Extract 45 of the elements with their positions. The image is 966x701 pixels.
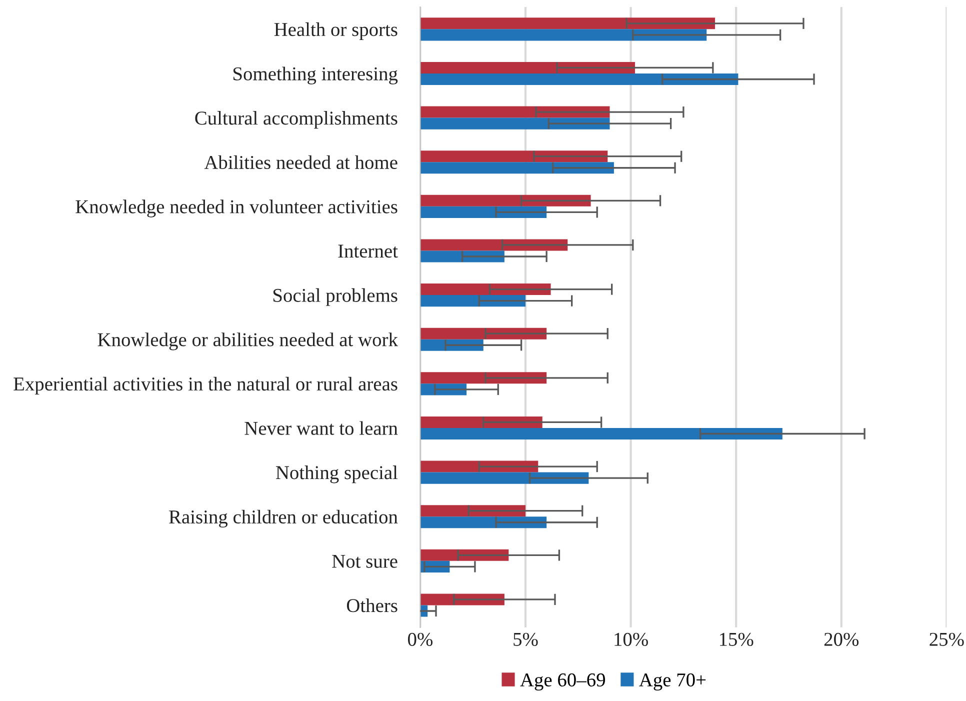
y-tick-label: Internet — [338, 244, 398, 258]
bar — [420, 194, 591, 206]
bar — [420, 62, 636, 74]
bar — [420, 206, 547, 218]
x-tick-label: 20% — [824, 632, 859, 646]
x-tick-label: 0% — [408, 632, 433, 646]
y-tick-label: Cultural accomplishments — [195, 111, 398, 129]
y-tick-label: Knowledge needed in volunteer activities — [76, 200, 398, 218]
bar — [420, 328, 547, 340]
bar — [420, 549, 509, 561]
x-tick-label: 10% — [614, 632, 648, 646]
bar — [420, 73, 738, 85]
y-tick-label: Not sure — [332, 554, 398, 568]
y-tick-label: Others — [346, 598, 398, 612]
bar — [420, 372, 547, 384]
y-tick-label: Knowledge or abilities needed at work — [98, 332, 398, 350]
x-tick-label: 25% — [930, 632, 964, 646]
bar — [420, 428, 782, 440]
bar — [420, 505, 526, 517]
y-tick-label: Never want to learn — [244, 421, 398, 435]
y-tick-label: Nothing special — [276, 466, 398, 484]
x-tick-label: 5% — [514, 632, 538, 646]
y-tick-label: Social problems — [273, 288, 398, 306]
y-tick-label: Something interesing — [233, 66, 398, 84]
y-tick-label: Abilities needed at home — [204, 155, 398, 170]
y-tick-label: Experiential activities in the natural or rural areas — [14, 376, 398, 395]
bar — [420, 29, 707, 41]
bar — [420, 295, 526, 307]
y-tick-label: Health or sports — [274, 22, 398, 40]
bar — [420, 594, 504, 606]
bar — [420, 18, 716, 30]
bar — [420, 516, 547, 528]
bar — [420, 118, 610, 130]
x-tick-label: 15% — [720, 632, 754, 646]
bar — [420, 239, 568, 251]
legend-label: Age 60–69 — [520, 673, 605, 690]
bar — [420, 106, 610, 118]
legend-label: Age 70+ — [639, 673, 706, 690]
bar — [420, 284, 551, 296]
bar — [420, 472, 589, 484]
bar — [420, 150, 608, 162]
y-tick-label: Raising children or education — [169, 510, 398, 528]
bar — [420, 162, 614, 174]
bar — [420, 250, 504, 262]
bar — [420, 460, 538, 472]
